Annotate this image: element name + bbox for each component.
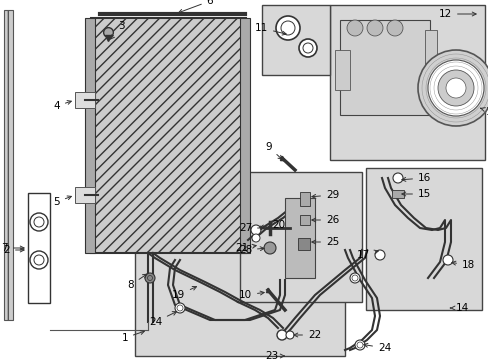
Circle shape <box>30 251 48 269</box>
Circle shape <box>145 273 155 283</box>
Bar <box>424 30 436 85</box>
Text: 21: 21 <box>234 243 256 253</box>
Text: 3: 3 <box>110 21 124 39</box>
Circle shape <box>175 303 184 313</box>
Text: 1: 1 <box>121 331 144 343</box>
Text: 22: 22 <box>293 330 321 340</box>
Text: 8: 8 <box>127 274 146 290</box>
Text: 19: 19 <box>171 287 196 300</box>
Circle shape <box>374 250 384 260</box>
Bar <box>85 18 95 253</box>
Text: 9: 9 <box>265 142 282 159</box>
Circle shape <box>437 70 473 106</box>
Bar <box>28 193 50 303</box>
Text: 23: 23 <box>264 351 284 360</box>
Bar <box>365 168 481 310</box>
Circle shape <box>177 305 183 311</box>
Bar <box>285 198 314 278</box>
Text: 10: 10 <box>238 290 264 300</box>
Circle shape <box>34 217 44 227</box>
Circle shape <box>427 60 483 116</box>
Text: 27: 27 <box>238 223 264 233</box>
Text: 24: 24 <box>363 343 390 353</box>
Circle shape <box>275 16 299 40</box>
Bar <box>334 50 349 90</box>
Bar <box>329 5 484 160</box>
Text: 20: 20 <box>259 220 285 230</box>
Bar <box>391 190 403 198</box>
Text: 7: 7 <box>1 243 24 253</box>
Bar <box>75 187 95 203</box>
Text: 6: 6 <box>178 0 213 13</box>
Text: 26: 26 <box>311 215 339 225</box>
Text: 2: 2 <box>3 245 24 255</box>
Circle shape <box>303 43 312 53</box>
Circle shape <box>386 20 402 36</box>
Circle shape <box>298 39 316 57</box>
Circle shape <box>34 255 44 265</box>
Bar <box>75 92 95 108</box>
Circle shape <box>392 173 402 183</box>
Circle shape <box>356 342 362 348</box>
Bar <box>262 5 329 75</box>
Bar <box>135 238 345 356</box>
Bar <box>299 215 309 225</box>
Circle shape <box>417 50 488 126</box>
Text: 11: 11 <box>254 23 285 35</box>
Circle shape <box>366 20 382 36</box>
Text: 12: 12 <box>438 9 475 19</box>
Text: 14: 14 <box>449 303 468 313</box>
Bar <box>240 18 249 253</box>
Circle shape <box>354 340 364 350</box>
Circle shape <box>250 225 261 235</box>
Circle shape <box>346 20 362 36</box>
Text: 17: 17 <box>356 250 378 260</box>
Circle shape <box>445 78 465 98</box>
Circle shape <box>281 21 294 35</box>
Bar <box>91 18 245 253</box>
Bar <box>339 20 429 115</box>
Text: 18: 18 <box>451 260 474 270</box>
Circle shape <box>351 275 357 281</box>
Text: 28: 28 <box>238 245 264 255</box>
Text: 15: 15 <box>401 189 430 199</box>
Circle shape <box>30 213 48 231</box>
Bar <box>240 172 361 302</box>
Circle shape <box>276 330 286 340</box>
Text: 4: 4 <box>53 100 71 111</box>
Circle shape <box>349 273 359 283</box>
Text: 24: 24 <box>148 312 176 327</box>
Circle shape <box>264 242 275 254</box>
Bar <box>297 238 309 250</box>
Bar <box>4 10 13 320</box>
Text: 25: 25 <box>311 237 339 247</box>
Text: 16: 16 <box>401 173 430 183</box>
Circle shape <box>251 234 260 242</box>
Circle shape <box>442 255 452 265</box>
Text: 29: 29 <box>311 190 339 200</box>
Circle shape <box>285 331 293 339</box>
Circle shape <box>147 275 152 280</box>
Bar <box>299 192 309 206</box>
Text: 5: 5 <box>53 196 71 207</box>
Text: 13: 13 <box>480 107 488 117</box>
